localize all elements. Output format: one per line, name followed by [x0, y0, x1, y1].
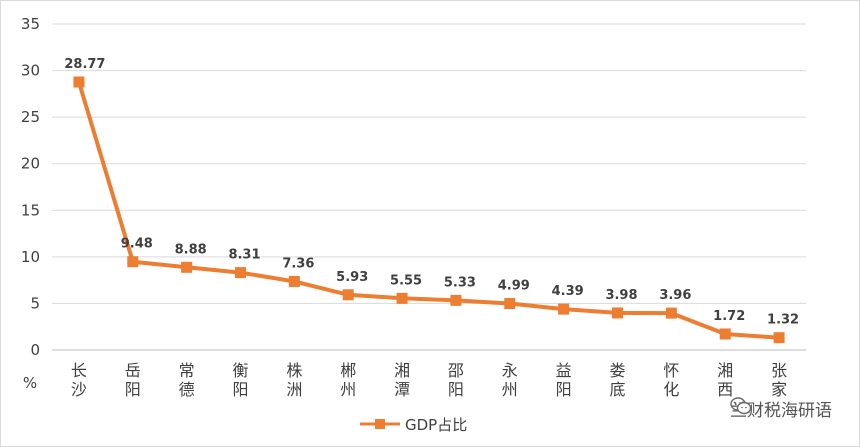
watermark: 兰财税海研语	[730, 396, 832, 421]
legend-swatch-marker	[375, 419, 385, 429]
x-tick-label: 郴	[340, 361, 356, 380]
data-label: 5.55	[390, 273, 422, 288]
y-axis-label: %	[23, 374, 37, 392]
x-tick-label: 常	[179, 361, 195, 380]
y-tick-label: 10	[21, 248, 40, 266]
x-tick-label: 长	[71, 361, 87, 380]
data-label: 5.93	[336, 270, 368, 285]
data-point	[235, 267, 246, 279]
data-labels: 28.77 9.48 8.88 8.31 7.36 5.93 5.55 5.33 4.99 4.3…	[64, 57, 799, 328]
y-tick-label: 20	[21, 155, 40, 173]
x-tick-label: 潭	[394, 380, 410, 399]
x-tick-label: 阳	[125, 380, 141, 399]
data-label: 8.31	[228, 248, 260, 263]
data-point	[181, 261, 193, 273]
x-tick-label: 永	[502, 361, 518, 380]
data-label: 7.36	[282, 256, 314, 271]
data-label: 1.32	[767, 313, 799, 328]
y-tick-label: 5	[30, 294, 40, 312]
x-tick-label: 益	[556, 361, 572, 380]
data-point	[396, 292, 408, 304]
x-tick-label: 株	[286, 361, 302, 380]
x-tick-label: 怀	[663, 361, 679, 380]
data-point	[127, 256, 139, 268]
x-tick-label: 湘	[394, 361, 410, 380]
data-label: 8.88	[175, 242, 207, 257]
wechat-icon	[730, 397, 752, 415]
data-point	[342, 289, 354, 301]
grid-lines	[52, 23, 806, 351]
x-tick-label: 邵	[448, 361, 464, 380]
data-point	[504, 298, 516, 310]
x-tick-label: 德	[179, 380, 195, 399]
data-point	[288, 275, 300, 287]
data-point	[665, 307, 677, 319]
data-label: 9.48	[121, 237, 153, 252]
data-label: 3.98	[605, 288, 637, 303]
y-tick-label: 30	[21, 62, 40, 80]
data-point	[450, 294, 462, 306]
x-tick-label: 洲	[286, 380, 302, 399]
x-tick-label: 家	[771, 380, 787, 399]
y-tick-label: 15	[21, 201, 40, 219]
x-tick-label: 州	[340, 380, 356, 399]
x-tick-label: 阳	[448, 380, 464, 399]
data-label: 4.39	[552, 284, 584, 299]
x-tick-label: 张	[771, 361, 787, 380]
x-tick-label: 阳	[232, 380, 248, 399]
x-tick-label: 阳	[556, 380, 572, 399]
series-line	[77, 81, 780, 340]
data-point	[73, 76, 85, 88]
data-point	[719, 328, 731, 340]
y-tick-label: 0	[30, 341, 40, 359]
y-axis-ticks: 0 5 10 15 20 25 30 35	[21, 15, 40, 359]
x-tick-label: 岳	[125, 361, 141, 380]
data-point	[558, 303, 570, 315]
x-tick-label: 化	[663, 380, 679, 399]
y-tick-label: 25	[21, 108, 40, 126]
data-label: 28.77	[64, 57, 105, 72]
watermark-text: 兰财税海研语	[730, 401, 832, 421]
x-tick-label: 衡	[232, 361, 248, 380]
series-gdp-share	[73, 76, 785, 344]
data-label: 5.33	[444, 275, 476, 290]
data-point	[612, 307, 623, 319]
data-point	[773, 332, 785, 344]
legend-entry-gdp-share: GDP占比	[405, 416, 467, 434]
data-label: 4.99	[498, 279, 530, 294]
x-tick-label: 西	[717, 380, 733, 399]
legend: GDP占比	[360, 416, 467, 434]
x-tick-label: 州	[502, 380, 518, 399]
x-tick-label: 底	[609, 380, 625, 399]
y-tick-label: 35	[21, 15, 40, 33]
x-tick-label: 湘	[717, 361, 733, 380]
x-tick-label: 沙	[71, 380, 87, 399]
x-tick-label: 娄	[609, 361, 625, 380]
data-label: 3.96	[659, 288, 691, 303]
data-label: 1.72	[713, 309, 745, 324]
